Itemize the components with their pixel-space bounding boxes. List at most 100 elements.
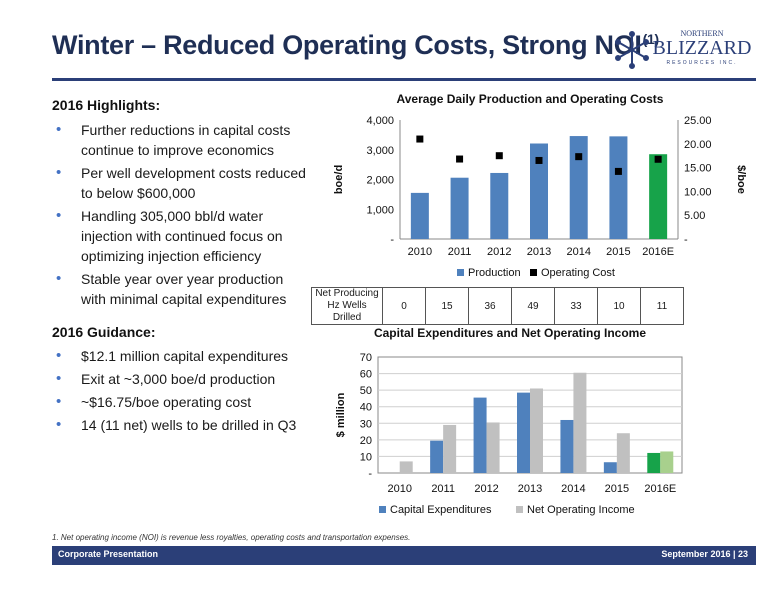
x-tick-label: 2015 — [606, 246, 630, 258]
wells-cell: 0 — [382, 287, 426, 325]
x-tick-label: 2015 — [605, 483, 629, 495]
guidance-item: $12.1 million capital expenditures — [52, 346, 314, 366]
x-tick-label: 2010 — [408, 246, 432, 258]
footer-left: Corporate Presentation — [58, 549, 159, 559]
noi-bar — [486, 422, 500, 473]
y2-tick-label: 20.00 — [684, 139, 712, 151]
y-tick-label: 4,000 — [366, 115, 394, 127]
wells-cell: 49 — [511, 287, 555, 325]
production-bar — [410, 192, 429, 239]
legend-label-noi: Net Operating Income — [527, 504, 635, 516]
operating-cost-marker — [614, 167, 622, 175]
highlights-heading: 2016 Highlights: — [52, 97, 161, 113]
x-tick-label: 2013 — [518, 483, 542, 495]
y-tick-label: 60 — [360, 369, 372, 381]
logo-text-bottom: RESOURCES INC. — [666, 60, 737, 66]
production-chart: Average Daily Production and Operating C… — [333, 92, 747, 279]
guidance-list: $12.1 million capital expenditures Exit … — [52, 346, 314, 435]
legend-swatch-capex — [379, 506, 386, 513]
x-tick-label: 2010 — [387, 483, 411, 495]
legend-label-production: Production — [468, 267, 521, 279]
operating-cost-marker — [575, 153, 583, 161]
capex-bar — [430, 440, 444, 473]
snowflake-icon — [615, 31, 649, 69]
logo-text-top: NORTHERN — [680, 29, 723, 38]
footer-page-info: September 2016 | 23 — [661, 549, 748, 559]
guidance-item: Exit at ~3,000 boe/d production — [52, 369, 314, 389]
x-tick-label: 2016E — [644, 483, 676, 495]
y-tick-label: 10 — [360, 451, 372, 463]
wells-table-header: Net Producing Hz Wells Drilled — [311, 287, 383, 325]
guidance-item: ~$16.75/boe operating cost — [52, 392, 314, 412]
legend-label-operating-cost: Operating Cost — [541, 267, 615, 279]
legend-label-capex: Capital Expenditures — [390, 504, 492, 516]
y-tick-label: 40 — [360, 402, 372, 414]
y2-axis-label: $/boe — [735, 165, 747, 194]
y2-tick-label: 15.00 — [684, 163, 712, 175]
production-bar — [490, 172, 509, 239]
y2-tick-label: 10.00 — [684, 186, 712, 198]
production-bar — [569, 136, 588, 239]
x-tick-label: 2013 — [527, 246, 551, 258]
operating-cost-marker — [535, 156, 543, 164]
table-row: Net Producing Hz Wells Drilled 0 15 36 49… — [311, 287, 684, 325]
y-axis-label: $ million — [335, 392, 347, 437]
highlights-section: 2016 Highlights: Further reductions in c… — [52, 97, 310, 312]
y-tick-label: - — [390, 234, 394, 246]
capex-bar — [647, 452, 661, 473]
y-tick-label: 30 — [360, 418, 372, 430]
production-bar — [609, 136, 628, 239]
x-tick-label: 2012 — [487, 246, 511, 258]
footer-bar — [52, 546, 756, 565]
y2-tick-label: - — [684, 234, 688, 246]
page-title: Winter – Reduced Operating Costs, Strong… — [52, 30, 659, 61]
y-tick-label: 2,000 — [366, 175, 394, 187]
wells-cell: 10 — [597, 287, 641, 325]
wells-drilled-table: Net Producing Hz Wells Drilled 0 15 36 49… — [311, 287, 684, 325]
y2-tick-label: 5.00 — [684, 210, 705, 222]
wells-cell: 15 — [425, 287, 469, 325]
noi-bar — [616, 433, 630, 473]
highlight-item: Per well development costs reduced to be… — [52, 163, 310, 203]
noi-bar — [443, 424, 457, 473]
x-tick-label: 2016E — [642, 246, 674, 258]
y-tick-label: - — [368, 468, 372, 480]
x-tick-label: 2014 — [561, 483, 585, 495]
x-tick-label: 2011 — [431, 483, 455, 495]
y-tick-label: 20 — [360, 435, 372, 447]
operating-cost-marker — [416, 135, 424, 143]
x-tick-label: 2012 — [474, 483, 498, 495]
highlight-item: Further reductions in capital costs cont… — [52, 120, 310, 160]
noi-bar — [660, 451, 674, 473]
company-logo: NORTHERN BLIZZARD RESOURCES INC. — [615, 29, 752, 69]
wells-cell: 33 — [554, 287, 598, 325]
footnote: 1. Net operating income (NOI) is revenue… — [52, 533, 411, 542]
logo-text-main: BLIZZARD — [653, 37, 752, 59]
wells-cell: 11 — [640, 287, 684, 325]
capex-bar — [517, 392, 530, 473]
wells-header-line: Hz Wells Drilled — [327, 300, 367, 323]
guidance-section: 2016 Guidance: $12.1 million capital exp… — [52, 324, 314, 438]
y-tick-label: 3,000 — [366, 145, 394, 157]
wells-cell: 36 — [468, 287, 512, 325]
y-tick-label: 50 — [360, 385, 372, 397]
legend-swatch-production — [457, 269, 464, 276]
y-axis-label: boe/d — [333, 165, 345, 194]
operating-cost-marker — [456, 155, 464, 163]
capex-chart-title: Capital Expenditures and Net Operating I… — [374, 326, 646, 340]
noi-bar — [399, 461, 413, 473]
page-title-text: Winter – Reduced Operating Costs, Strong… — [52, 30, 642, 60]
y-tick-label: 70 — [360, 352, 372, 364]
y-tick-label: 1,000 — [366, 204, 394, 216]
x-tick-label: 2014 — [566, 246, 590, 258]
operating-cost-marker — [654, 155, 662, 163]
highlight-item: Handling 305,000 bbl/d water injection w… — [52, 206, 310, 266]
legend-swatch-noi — [516, 506, 523, 513]
operating-cost-marker — [495, 152, 503, 160]
highlights-list: Further reductions in capital costs cont… — [52, 120, 310, 309]
capex-bar — [603, 462, 617, 473]
capex-bar — [473, 397, 487, 473]
capex-noi-chart: Capital Expenditures and Net Operating I… — [335, 326, 683, 516]
guidance-heading: 2016 Guidance: — [52, 324, 156, 340]
x-tick-label: 2011 — [448, 246, 472, 258]
